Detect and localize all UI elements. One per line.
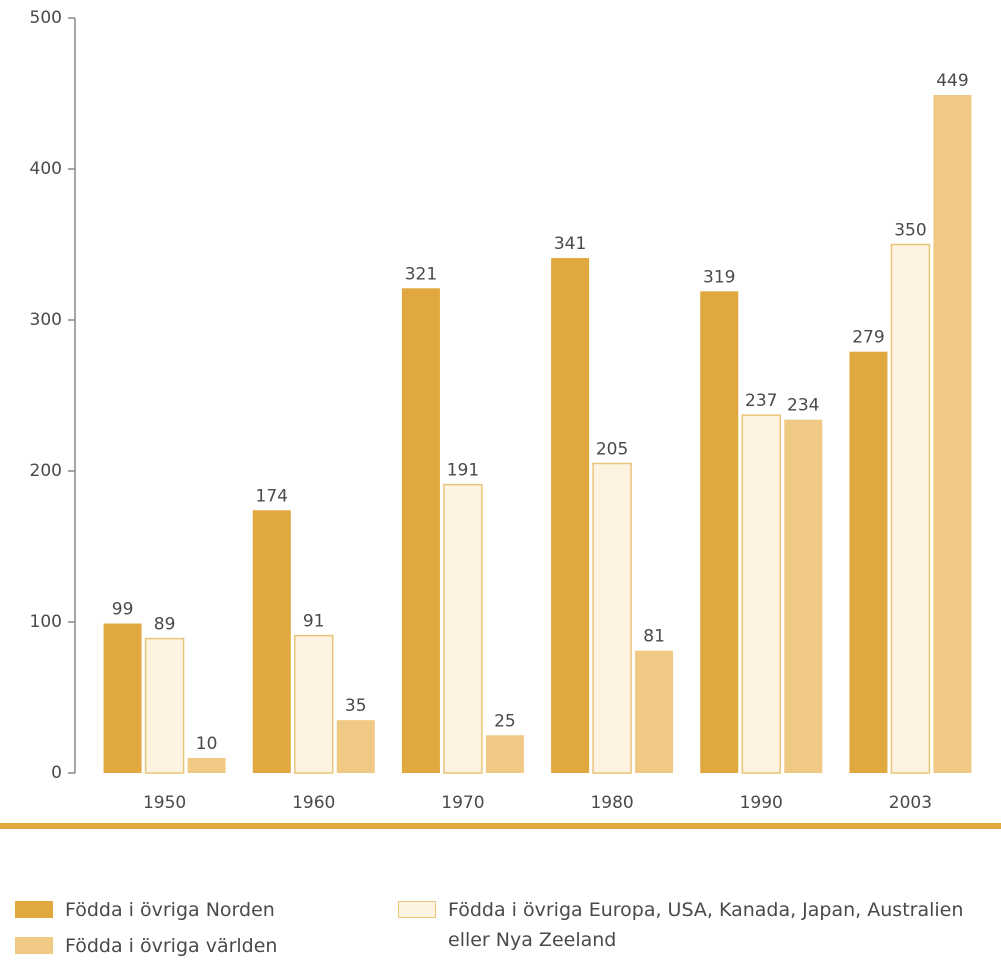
value-label: 205 <box>596 439 628 459</box>
value-label: 341 <box>554 234 586 254</box>
y-tick-label: 0 <box>51 763 62 783</box>
bar <box>294 634 334 774</box>
value-label: 319 <box>703 267 735 287</box>
bar <box>741 414 781 774</box>
legend-item: Födda i övriga världen <box>15 931 277 961</box>
x-tick-label: 1980 <box>590 793 633 813</box>
x-tick-label: 2003 <box>889 793 932 813</box>
bar <box>144 637 185 774</box>
bar <box>443 483 483 774</box>
bar <box>187 757 226 773</box>
legend-label: Födda i övriga Europa, USA, Kanada, Japa… <box>448 899 964 951</box>
value-label: 91 <box>303 612 325 632</box>
value-label: 237 <box>745 391 777 411</box>
legend-swatch <box>15 937 53 954</box>
value-label: 234 <box>787 396 819 416</box>
y-tick-label: 400 <box>30 159 62 179</box>
bar <box>551 258 590 774</box>
x-tick-label: 1990 <box>740 793 783 813</box>
bar <box>849 351 888 773</box>
bar <box>700 291 739 773</box>
y-tick-label: 200 <box>30 461 62 481</box>
value-label: 191 <box>447 461 479 481</box>
bar <box>336 720 375 773</box>
legend-swatch <box>398 901 436 918</box>
value-label: 81 <box>643 627 665 647</box>
value-label: 99 <box>112 600 134 620</box>
value-label: 449 <box>936 71 968 91</box>
bar <box>592 462 632 774</box>
value-label: 25 <box>494 711 516 731</box>
legend-label: Födda i övriga Norden <box>65 899 275 921</box>
legend-item: Födda i övriga Norden <box>15 895 275 925</box>
bar <box>784 419 823 773</box>
bar <box>103 623 142 773</box>
value-label: 89 <box>154 615 176 635</box>
bar <box>890 243 931 774</box>
x-tick-label: 1960 <box>292 793 335 813</box>
value-label: 10 <box>196 734 218 754</box>
value-label: 279 <box>852 328 884 348</box>
bar <box>933 95 972 773</box>
x-tick-label: 1970 <box>441 793 484 813</box>
bar <box>485 735 524 773</box>
bar <box>252 510 291 773</box>
y-tick-label: 500 <box>30 8 62 28</box>
x-tick-label: 1950 <box>143 793 186 813</box>
legend-label: Födda i övriga världen <box>65 935 278 957</box>
bar <box>401 288 440 773</box>
bar <box>635 650 674 773</box>
value-label: 350 <box>894 221 926 241</box>
y-tick-label: 100 <box>30 612 62 632</box>
value-label: 35 <box>345 696 367 716</box>
value-label: 174 <box>256 486 288 506</box>
legend-item: Födda i övriga Europa, USA, Kanada, Japa… <box>398 895 998 955</box>
separator <box>0 823 1001 829</box>
value-label: 321 <box>405 264 437 284</box>
legend-swatch <box>15 901 53 918</box>
y-tick-label: 300 <box>30 310 62 330</box>
